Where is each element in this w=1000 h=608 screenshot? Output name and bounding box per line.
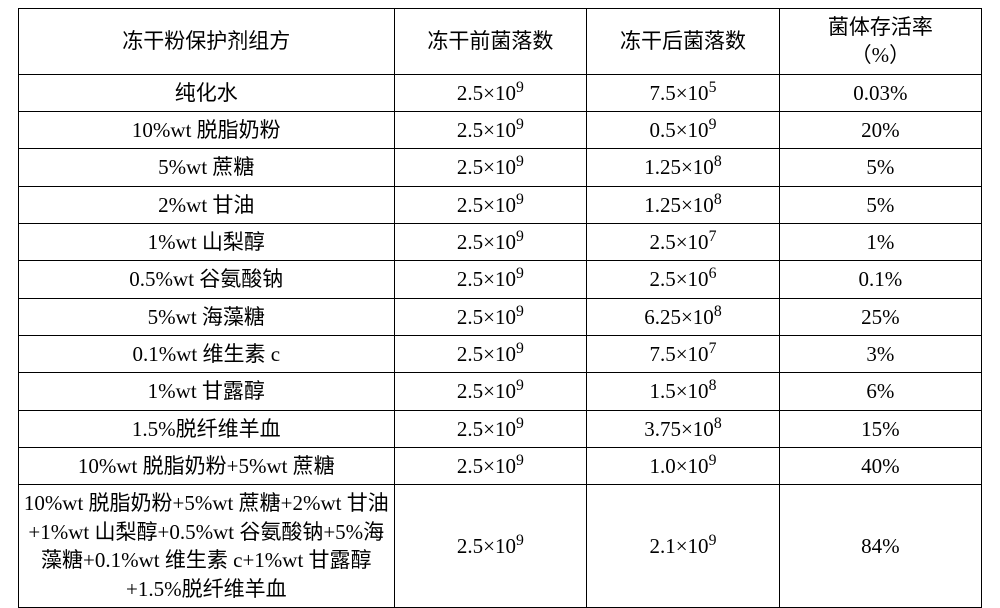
cell-after-count: 0.5×109 (587, 112, 780, 149)
cell-formulation: 1.5%脱纤维羊血 (19, 410, 395, 447)
table-row: 10%wt 脱脂奶粉+5%wt 蔗糖+2%wt 甘油+1%wt 山梨醇+0.5%… (19, 485, 982, 607)
protectant-survival-table: 冻干粉保护剂组方 冻干前菌落数 冻干后菌落数 菌体存活率（%） 纯化水2.5×1… (18, 8, 982, 608)
cell-formulation: 2%wt 甘油 (19, 186, 395, 223)
table-body: 纯化水2.5×1097.5×1050.03%10%wt 脱脂奶粉2.5×1090… (19, 74, 982, 607)
cell-after-count: 1.5×108 (587, 373, 780, 410)
cell-survival: 0.03% (779, 74, 981, 111)
cell-formulation: 0.5%wt 谷氨酸钠 (19, 261, 395, 298)
col-header-before: 冻干前菌落数 (394, 9, 587, 75)
cell-survival: 20% (779, 112, 981, 149)
table-row: 5%wt 海藻糖2.5×1096.25×10825% (19, 298, 982, 335)
cell-before-count: 2.5×109 (394, 74, 587, 111)
cell-before-count: 2.5×109 (394, 149, 587, 186)
cell-formulation: 0.1%wt 维生素 c (19, 336, 395, 373)
cell-formulation: 10%wt 脱脂奶粉+5%wt 蔗糖 (19, 448, 395, 485)
cell-formulation: 10%wt 脱脂奶粉+5%wt 蔗糖+2%wt 甘油+1%wt 山梨醇+0.5%… (19, 485, 395, 607)
cell-before-count: 2.5×109 (394, 336, 587, 373)
table-row: 1.5%脱纤维羊血2.5×1093.75×10815% (19, 410, 982, 447)
cell-after-count: 2.5×106 (587, 261, 780, 298)
cell-before-count: 2.5×109 (394, 298, 587, 335)
col-header-after: 冻干后菌落数 (587, 9, 780, 75)
cell-after-count: 7.5×107 (587, 336, 780, 373)
cell-formulation: 纯化水 (19, 74, 395, 111)
cell-survival: 15% (779, 410, 981, 447)
col-header-formulation: 冻干粉保护剂组方 (19, 9, 395, 75)
cell-survival: 1% (779, 224, 981, 261)
cell-before-count: 2.5×109 (394, 410, 587, 447)
table-row: 纯化水2.5×1097.5×1050.03% (19, 74, 982, 111)
cell-after-count: 3.75×108 (587, 410, 780, 447)
cell-formulation: 1%wt 山梨醇 (19, 224, 395, 261)
cell-after-count: 2.1×109 (587, 485, 780, 607)
table-row: 1%wt 甘露醇2.5×1091.5×1086% (19, 373, 982, 410)
cell-after-count: 1.25×108 (587, 149, 780, 186)
cell-before-count: 2.5×109 (394, 186, 587, 223)
cell-before-count: 2.5×109 (394, 261, 587, 298)
cell-survival: 0.1% (779, 261, 981, 298)
cell-after-count: 7.5×105 (587, 74, 780, 111)
table-row: 2%wt 甘油2.5×1091.25×1085% (19, 186, 982, 223)
cell-before-count: 2.5×109 (394, 112, 587, 149)
cell-after-count: 1.25×108 (587, 186, 780, 223)
cell-before-count: 2.5×109 (394, 224, 587, 261)
table-row: 0.5%wt 谷氨酸钠2.5×1092.5×1060.1% (19, 261, 982, 298)
table-row: 1%wt 山梨醇2.5×1092.5×1071% (19, 224, 982, 261)
table-row: 0.1%wt 维生素 c2.5×1097.5×1073% (19, 336, 982, 373)
table-row: 10%wt 脱脂奶粉2.5×1090.5×10920% (19, 112, 982, 149)
cell-formulation: 10%wt 脱脂奶粉 (19, 112, 395, 149)
cell-formulation: 1%wt 甘露醇 (19, 373, 395, 410)
cell-after-count: 6.25×108 (587, 298, 780, 335)
cell-survival: 5% (779, 186, 981, 223)
cell-after-count: 2.5×107 (587, 224, 780, 261)
cell-formulation: 5%wt 海藻糖 (19, 298, 395, 335)
cell-survival: 25% (779, 298, 981, 335)
cell-survival: 3% (779, 336, 981, 373)
cell-survival: 6% (779, 373, 981, 410)
table-header: 冻干粉保护剂组方 冻干前菌落数 冻干后菌落数 菌体存活率（%） (19, 9, 982, 75)
cell-survival: 84% (779, 485, 981, 607)
cell-after-count: 1.0×109 (587, 448, 780, 485)
cell-before-count: 2.5×109 (394, 448, 587, 485)
cell-survival: 5% (779, 149, 981, 186)
col-header-survival: 菌体存活率（%） (779, 9, 981, 75)
cell-survival: 40% (779, 448, 981, 485)
cell-before-count: 2.5×109 (394, 485, 587, 607)
cell-formulation: 5%wt 蔗糖 (19, 149, 395, 186)
table-row: 10%wt 脱脂奶粉+5%wt 蔗糖2.5×1091.0×10940% (19, 448, 982, 485)
cell-before-count: 2.5×109 (394, 373, 587, 410)
table-row: 5%wt 蔗糖2.5×1091.25×1085% (19, 149, 982, 186)
